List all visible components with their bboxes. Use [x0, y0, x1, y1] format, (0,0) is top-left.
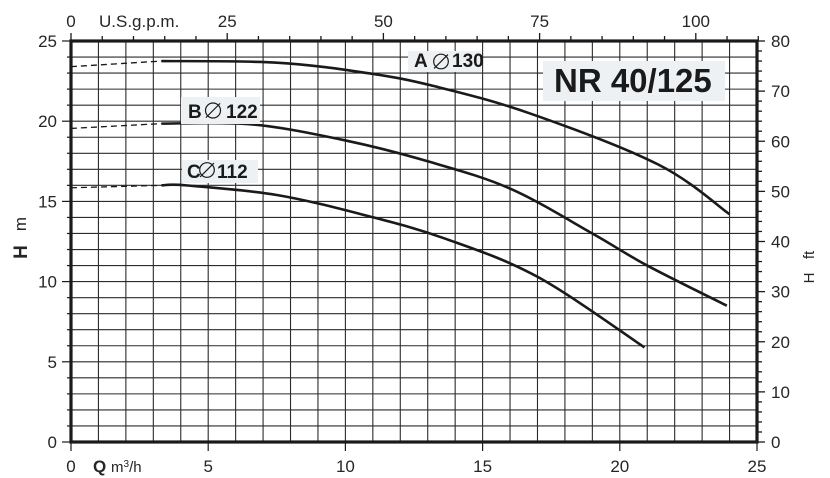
- svg-text:30: 30: [771, 283, 790, 302]
- svg-text:70: 70: [771, 82, 790, 101]
- svg-text:40: 40: [771, 233, 790, 252]
- svg-text:10: 10: [336, 457, 355, 476]
- svg-text:A: A: [414, 51, 428, 72]
- svg-text:m3/h: m3/h: [111, 459, 142, 477]
- svg-text:ft: ft: [801, 250, 818, 259]
- svg-text:75: 75: [530, 12, 549, 31]
- svg-text:50: 50: [771, 182, 790, 201]
- svg-text:10: 10: [771, 383, 790, 402]
- svg-text:0: 0: [771, 433, 780, 452]
- svg-text:H: H: [801, 273, 818, 284]
- svg-text:50: 50: [374, 12, 393, 31]
- svg-text:C: C: [187, 162, 201, 183]
- svg-text:0: 0: [66, 12, 75, 31]
- svg-text:25: 25: [218, 12, 237, 31]
- svg-text:60: 60: [771, 132, 790, 151]
- svg-text:0: 0: [48, 433, 57, 452]
- svg-text:15: 15: [38, 192, 57, 211]
- svg-text:Q: Q: [93, 457, 106, 476]
- svg-text:112: 112: [217, 162, 248, 183]
- svg-text:130: 130: [452, 51, 484, 72]
- svg-text:5: 5: [48, 353, 57, 372]
- svg-text:10: 10: [38, 273, 57, 292]
- svg-text:80: 80: [771, 32, 790, 51]
- svg-text:100: 100: [682, 12, 710, 31]
- svg-text:NR 40/125: NR 40/125: [554, 62, 712, 99]
- svg-text:m: m: [11, 217, 30, 231]
- svg-text:20: 20: [38, 112, 57, 131]
- svg-text:20: 20: [771, 333, 790, 352]
- svg-text:B: B: [188, 102, 202, 123]
- svg-text:25: 25: [38, 32, 57, 51]
- svg-text:122: 122: [226, 102, 258, 123]
- svg-text:20: 20: [610, 457, 629, 476]
- svg-text:25: 25: [748, 457, 767, 476]
- svg-text:5: 5: [203, 457, 212, 476]
- svg-text:H: H: [11, 245, 32, 259]
- svg-text:0: 0: [66, 457, 75, 476]
- svg-text:15: 15: [473, 457, 492, 476]
- svg-text:U.S.g.p.m.: U.S.g.p.m.: [99, 12, 179, 31]
